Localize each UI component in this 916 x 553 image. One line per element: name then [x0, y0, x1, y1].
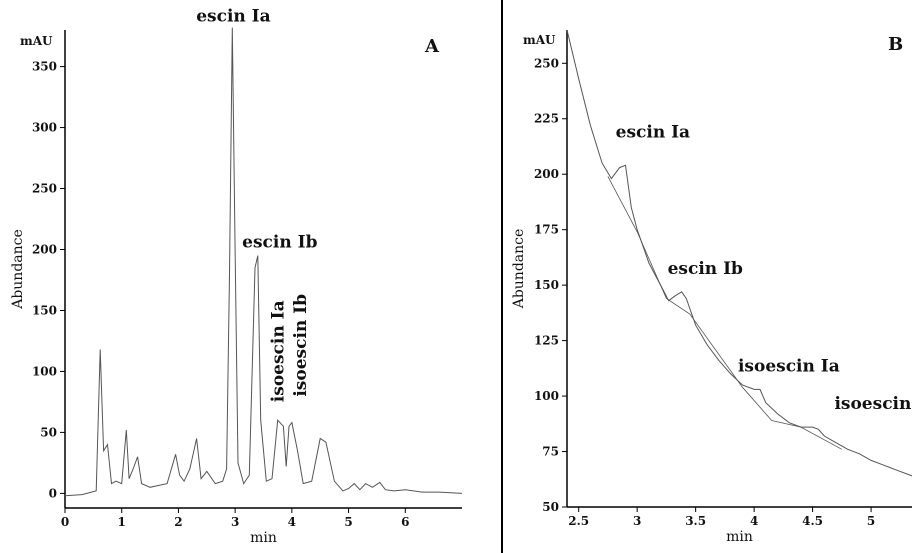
y-axis-label-a: Abundance — [10, 229, 26, 310]
x-tick-label: 4.5 — [802, 514, 823, 528]
peak-annotation: isoescin Ib — [291, 294, 311, 397]
y-axis-label-b: Abundance — [511, 229, 527, 310]
chromatogram-line-a — [64, 27, 463, 497]
y-tick-label: 350 — [32, 60, 57, 74]
panel-label-a: A — [424, 36, 440, 57]
unit-label-a: mAU — [20, 34, 53, 48]
unit-label-b: mAU — [523, 33, 556, 47]
x-tick-label: 5 — [344, 515, 352, 529]
y-tick-label: 100 — [32, 364, 57, 378]
y-tick-label: 200 — [534, 167, 559, 181]
x-tick-label: 3 — [633, 514, 641, 528]
y-tick-label: 125 — [534, 334, 559, 348]
y-tick-label: 50 — [40, 425, 57, 439]
peak-annotation: escin Ib — [668, 259, 743, 279]
y-tick-label: 100 — [534, 389, 559, 403]
peak-annotation: isoescin Ia — [269, 300, 289, 402]
x-axis-label-b: min — [726, 529, 753, 545]
chart-panel-a: 0 1 2 3 4 5 6 0 50 100 150 200 250 300 350 escin Ia esc… — [10, 7, 463, 546]
x-tick-label: 2.5 — [568, 514, 589, 528]
chart-panel-b: 2.5 3 3.5 4 4.5 5 50 75 100 125 150 175 200 225 250 es… — [511, 29, 916, 545]
peak-annotation: escin Ib — [242, 233, 317, 253]
panel-label-b: B — [888, 34, 903, 55]
x-tick-label: 3 — [231, 515, 239, 529]
y-tick-label: 300 — [32, 121, 57, 135]
y-tick-label: 200 — [32, 242, 57, 256]
peak-annotation: escin Ia — [616, 122, 690, 142]
peak-annotation: escin Ia — [196, 7, 270, 27]
x-tick-label: 0 — [61, 515, 69, 529]
x-tick-label: 4 — [750, 514, 758, 528]
baseline-line-b — [607, 176, 842, 450]
y-tick-label: 75 — [542, 445, 559, 459]
x-tick-label: 4 — [288, 515, 296, 529]
y-tick-label: 150 — [534, 278, 559, 292]
x-tick-label: 3.5 — [685, 514, 706, 528]
x-axis-label-a: min — [250, 530, 277, 546]
peak-annotation: isoescin Ib — [834, 394, 916, 414]
y-tick-label: 0 — [49, 486, 57, 500]
x-tick-label: 6 — [401, 515, 409, 529]
peak-annotation: isoescin Ia — [738, 356, 840, 376]
y-tick-label: 225 — [534, 112, 559, 126]
x-tick-label: 5 — [867, 514, 875, 528]
y-tick-label: 250 — [32, 182, 57, 196]
y-tick-label: 50 — [542, 500, 559, 514]
x-tick-label: 1 — [118, 515, 126, 529]
chromatogram-line-b — [566, 29, 913, 477]
x-tick-label: 2 — [174, 515, 182, 529]
y-tick-label: 250 — [534, 56, 559, 70]
y-tick-label: 175 — [534, 223, 559, 237]
y-tick-label: 150 — [32, 303, 57, 317]
